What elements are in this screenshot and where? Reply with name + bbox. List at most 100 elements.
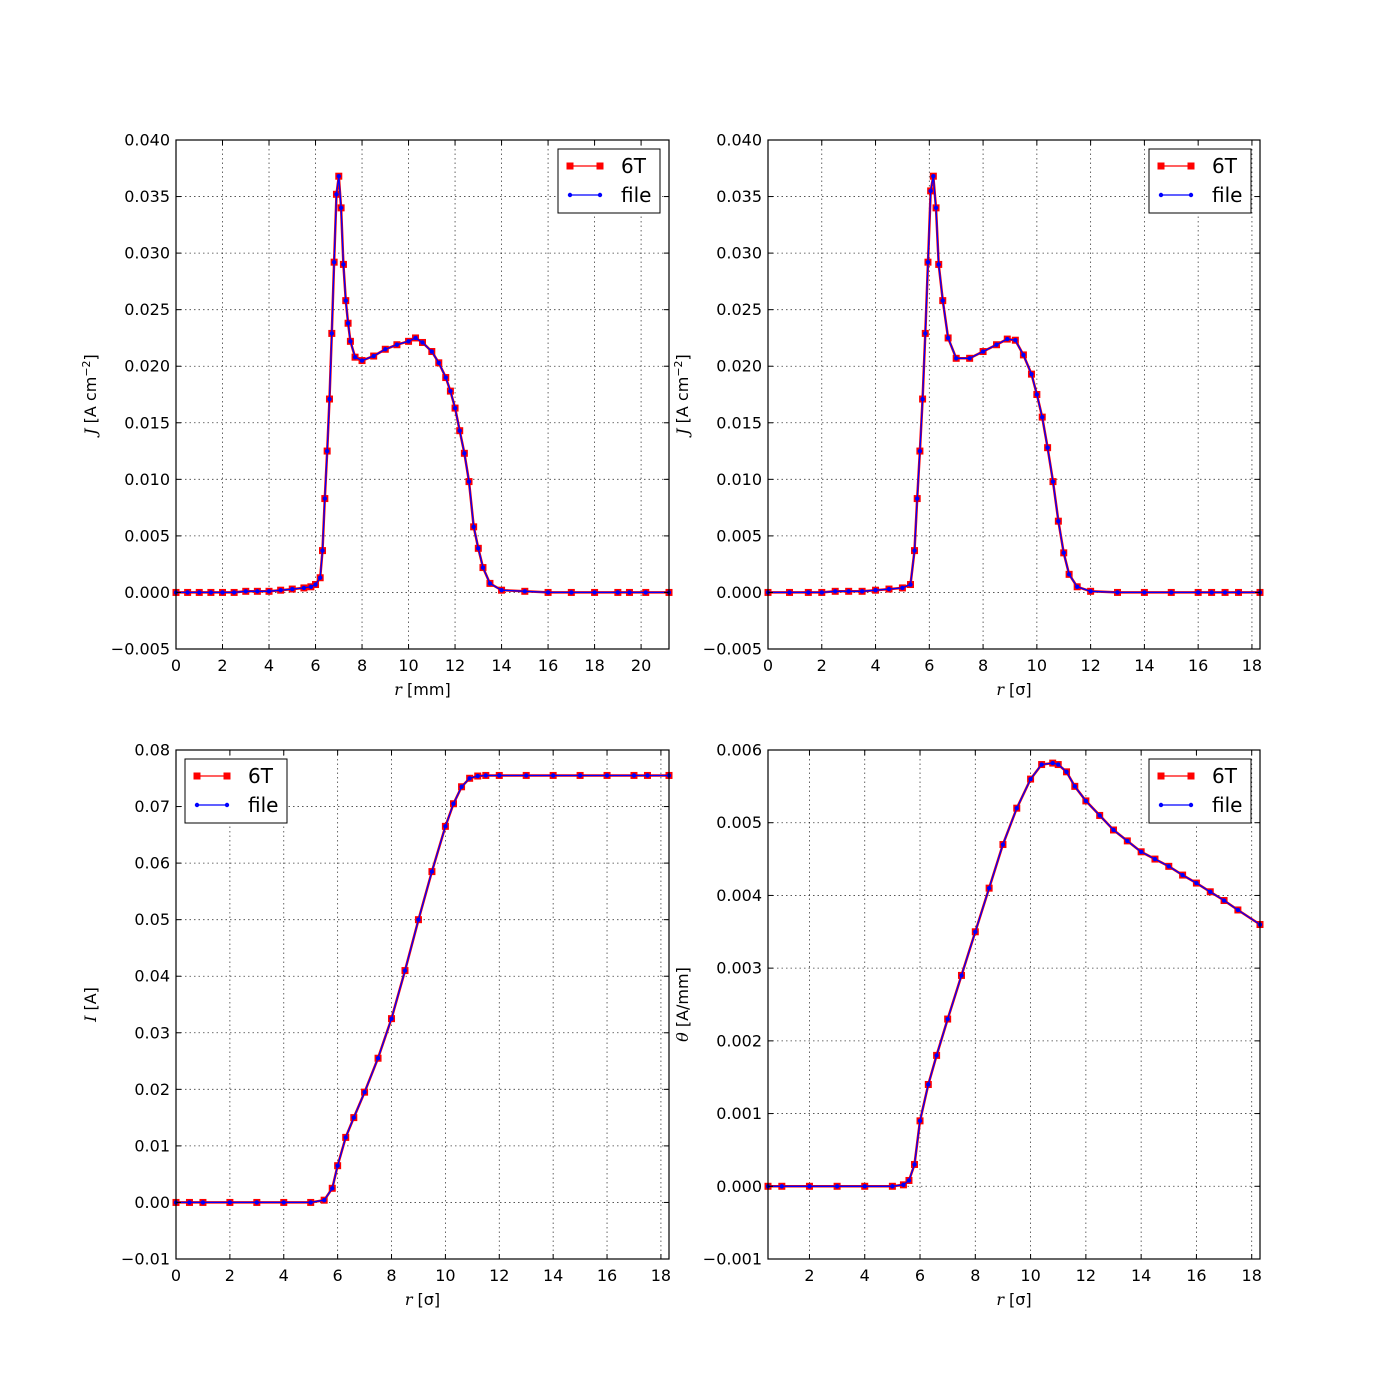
legend-label-6T: 6T — [248, 764, 274, 788]
x-tick-label: 8 — [970, 1266, 980, 1285]
data-point-file — [343, 298, 348, 303]
x-tick-label: 10 — [1020, 1266, 1040, 1285]
data-point-file — [351, 1115, 357, 1120]
legend-label-6T: 6T — [621, 154, 647, 178]
chart-panel-4: 2 4 6 8 10 12 14 16 18 −0.001 0.000 0.001 0.002 0.003… — [673, 741, 1264, 1309]
data-point-file — [577, 773, 583, 778]
y-tick-label: 0.000 — [716, 1177, 762, 1196]
data-point-file — [451, 801, 456, 806]
data-point-file — [1208, 889, 1213, 894]
legend-label-file: file — [1212, 183, 1242, 207]
series-line-file — [768, 762, 1261, 1187]
x-tick-label: 2 — [817, 656, 827, 675]
data-point-file — [915, 496, 920, 501]
data-point-file — [1194, 880, 1199, 886]
data-point-file — [1029, 371, 1034, 377]
y-tick-label: 0.010 — [716, 470, 762, 489]
data-point-file — [1221, 898, 1227, 903]
y-tick-label: 0.015 — [716, 413, 762, 432]
x-tick-label: 14 — [1131, 1266, 1151, 1285]
data-point-file — [923, 331, 928, 336]
y-tick-label: 0.01 — [134, 1136, 170, 1155]
legend-box — [184, 758, 288, 824]
y-tick-label: 0.004 — [716, 886, 762, 905]
legend-box — [1148, 758, 1252, 824]
data-point-file — [1222, 590, 1228, 595]
legend-marker-6T — [223, 772, 231, 780]
data-point-file — [278, 587, 283, 593]
series-line-file — [176, 774, 669, 1204]
data-point-file — [243, 589, 248, 594]
data-point-file — [917, 1118, 923, 1124]
y-tick-label: −0.005 — [703, 640, 762, 659]
data-point-file — [1050, 760, 1055, 766]
y-tick-label: 0.006 — [716, 741, 762, 760]
series-line-file — [768, 176, 1260, 594]
data-point-file — [1097, 813, 1102, 818]
y-tick-label: 0.04 — [134, 967, 170, 986]
data-point-file — [980, 349, 986, 354]
data-point-file — [187, 1200, 192, 1205]
y-tick-label: 0.030 — [716, 244, 762, 263]
y-axis-label: J [A cm−2] — [672, 354, 692, 438]
data-point-file — [208, 590, 214, 595]
data-point-file — [471, 524, 476, 530]
x-tick-label: 16 — [538, 656, 558, 675]
x-tick-label: 12 — [445, 656, 465, 675]
data-point-file — [1138, 849, 1144, 854]
x-tick-label: 6 — [924, 656, 934, 675]
data-point-file — [443, 824, 448, 829]
data-point-file — [413, 335, 418, 341]
data-point-file — [545, 590, 551, 595]
data-point-file — [331, 259, 337, 265]
data-point-file — [480, 565, 486, 570]
data-point-file — [908, 582, 913, 587]
y-tick-label: 0.06 — [134, 854, 170, 873]
x-axis-label: r [σ] — [996, 680, 1031, 699]
x-tick-label: 2 — [217, 656, 227, 675]
data-point-file — [1074, 584, 1080, 589]
data-point-file — [926, 1082, 931, 1087]
x-tick-label: 12 — [489, 1266, 509, 1285]
x-tick-label: 10 — [435, 1266, 455, 1285]
legend-marker-6T — [566, 162, 574, 170]
x-tick-label: 2 — [225, 1266, 235, 1285]
data-point-file — [394, 342, 400, 347]
x-axis-label: r [mm] — [394, 680, 450, 699]
data-point-file — [807, 1184, 812, 1189]
data-point-file — [1072, 784, 1078, 789]
legend-label-6T: 6T — [1212, 154, 1238, 178]
data-point-file — [1195, 590, 1201, 595]
chart-panel-1: 0 2 4 6 8 10 12 14 16 18 20 −0.005 0.000 0.005 0.010 0.… — [80, 131, 673, 699]
data-point-file — [429, 869, 435, 874]
data-point-file — [487, 581, 493, 586]
data-point-file — [321, 1197, 327, 1203]
x-tick-label: 14 — [491, 656, 511, 675]
data-point-file — [220, 590, 225, 595]
data-point-file — [457, 428, 462, 433]
data-point-file — [912, 1162, 917, 1167]
plot-frame — [767, 139, 1261, 650]
data-point-file — [448, 388, 453, 394]
series-line-6T — [176, 774, 669, 1204]
data-point-file — [348, 339, 353, 344]
data-point-file — [290, 586, 295, 592]
y-tick-label: −0.001 — [703, 1250, 762, 1269]
data-point-file — [1166, 864, 1171, 869]
y-tick-label: 0.000 — [124, 583, 170, 602]
data-point-file — [901, 1182, 906, 1188]
y-axis-label: θ [A/mm] — [673, 967, 692, 1042]
data-point-file — [912, 548, 917, 553]
data-point-file — [499, 587, 504, 593]
data-point-file — [416, 917, 421, 922]
data-point-file — [459, 784, 464, 789]
data-point-file — [806, 590, 811, 595]
y-tick-label: 0.020 — [716, 357, 762, 376]
legend-marker-6T — [596, 162, 604, 170]
data-point-file — [959, 973, 964, 978]
data-point-file — [308, 584, 314, 589]
legend-marker-file — [1188, 802, 1194, 808]
y-tick-label: 0.005 — [716, 813, 762, 832]
data-point-file — [604, 773, 610, 778]
data-point-file — [336, 173, 341, 179]
